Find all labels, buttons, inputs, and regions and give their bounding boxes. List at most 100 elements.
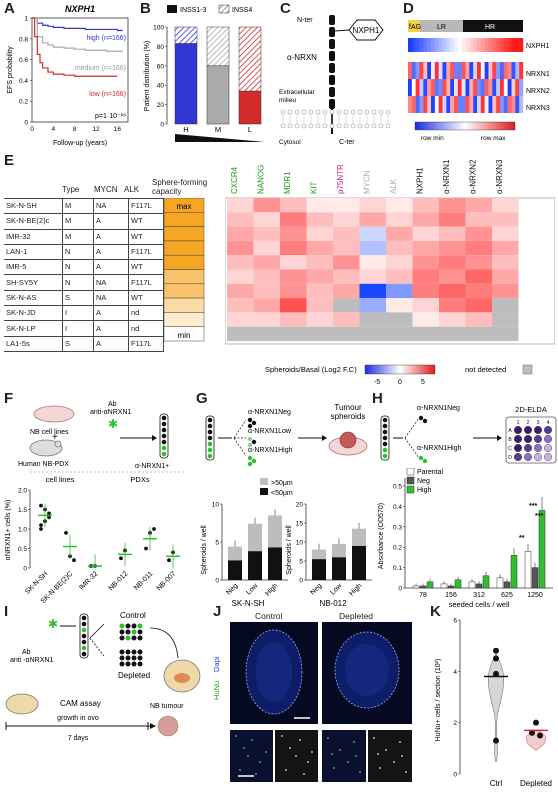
cell-line-attr: F117L bbox=[128, 243, 164, 261]
patient-distribution-chart: INSS1-3 INSS4 0 20 40 60 80 100 H M L Patient d… bbox=[144, 4, 265, 142]
cell-line-attr: F117L bbox=[128, 197, 164, 215]
marker-column-label: α-NRXN1 bbox=[442, 159, 451, 194]
heatmap-cell bbox=[465, 198, 492, 213]
bar-inss4 bbox=[206, 26, 230, 67]
heatmap-cell bbox=[484, 96, 489, 113]
absorbance-bar bbox=[440, 583, 448, 589]
cell-line-attr: A bbox=[93, 259, 129, 276]
cell-line-row: SK-N-BE(2)c M A WT bbox=[4, 213, 164, 230]
x-tick-label: 16 bbox=[114, 126, 122, 133]
heatmap-cell bbox=[465, 312, 492, 327]
marker-column-label: ALK bbox=[389, 178, 398, 194]
group-label-fag: fAG bbox=[409, 24, 421, 31]
heatmap-cell bbox=[306, 298, 333, 313]
heatmap-cell bbox=[473, 96, 478, 113]
heatmap-cell bbox=[515, 38, 520, 52]
heatmap-cell bbox=[280, 212, 307, 227]
data-point bbox=[493, 655, 499, 662]
x-tick-label: SK-N-SH bbox=[24, 570, 49, 595]
cell-line-attr: NA bbox=[93, 289, 129, 307]
x-tick-label: IMR-32 bbox=[78, 570, 99, 591]
heatmap-cell bbox=[280, 226, 307, 241]
heatmap-cell bbox=[503, 96, 508, 113]
heatmap-cell bbox=[386, 312, 413, 327]
heatmap-cell bbox=[427, 96, 432, 113]
bar-small-spheroids bbox=[352, 545, 366, 580]
nb-tumour-label: NB tumour bbox=[150, 703, 184, 710]
absorbance-bar bbox=[538, 510, 546, 589]
cell-line-attr: M bbox=[62, 197, 94, 215]
heatmap-cell bbox=[434, 79, 439, 96]
y-tick-label: 6 bbox=[453, 618, 457, 625]
plate-well bbox=[523, 435, 532, 444]
heatmap-cell bbox=[306, 269, 333, 284]
cell-line-attr: F117L bbox=[128, 335, 164, 352]
heatmap-cell bbox=[446, 62, 451, 79]
heatmap-cell bbox=[450, 38, 455, 52]
x-tick-label: Ctrl bbox=[490, 779, 503, 788]
heatmap-cell bbox=[492, 312, 519, 327]
heatmap-cell bbox=[469, 79, 474, 96]
heatmap-cell bbox=[359, 240, 386, 256]
row-label-nrxn2: NRXN2 bbox=[526, 88, 550, 95]
heatmap-cell bbox=[503, 62, 508, 79]
plate-col-label: 3 bbox=[537, 420, 540, 426]
heatmap-cell bbox=[465, 38, 470, 52]
cell-line-attr: N bbox=[62, 259, 94, 276]
low-population-label: α-NRXN1Low bbox=[248, 428, 292, 435]
plate-well bbox=[543, 444, 552, 453]
heatmap-cell bbox=[492, 96, 497, 113]
cell-line-name: SK-N-SH bbox=[4, 197, 63, 215]
bar-small-spheroids bbox=[248, 551, 262, 580]
plate-well bbox=[533, 435, 542, 444]
heatmap-cell bbox=[386, 212, 413, 227]
heatmap-cell bbox=[519, 79, 524, 96]
heatmap-cell bbox=[442, 96, 447, 113]
bar-large-spheroids bbox=[352, 528, 366, 546]
heatmap-cell bbox=[306, 226, 333, 241]
cell-line-attr: A bbox=[93, 243, 129, 261]
cell-line-attr: F117L bbox=[128, 274, 164, 291]
heatmap-cell bbox=[457, 96, 462, 113]
cell-line-attr: NA bbox=[93, 197, 129, 215]
high-population-label: α-NRXN1High bbox=[248, 447, 293, 454]
heatmap-cell bbox=[454, 38, 459, 52]
cell-line-attr: WT bbox=[128, 259, 164, 276]
plate-row-label: A bbox=[508, 428, 512, 434]
heatmap-cell bbox=[450, 79, 455, 96]
antibody-label: Ab bbox=[22, 649, 31, 656]
plate-row-label: D bbox=[508, 455, 512, 461]
heatmap-cell bbox=[477, 79, 482, 96]
plate-well bbox=[543, 426, 552, 435]
absorbance-bar bbox=[510, 555, 518, 589]
heatmap-cell bbox=[515, 96, 520, 113]
x-tick-label: Neg bbox=[309, 582, 323, 596]
sig-marker: ** bbox=[519, 535, 525, 542]
heatmap-cell bbox=[465, 79, 470, 96]
heatmap-cell bbox=[492, 212, 519, 227]
n-ter-label: N-ter bbox=[297, 17, 313, 24]
sorted-label: α-NRXN1+ bbox=[135, 463, 169, 470]
heatmap-cell bbox=[492, 283, 519, 299]
cell-lines-label: NB cell lines bbox=[30, 429, 69, 436]
y-tick-label: 5 bbox=[299, 559, 303, 566]
heatmap-cell bbox=[411, 79, 416, 96]
data-point bbox=[39, 503, 43, 508]
heatmap-cell bbox=[507, 96, 512, 113]
data-point bbox=[119, 556, 123, 561]
heatmap-cell bbox=[446, 79, 451, 96]
y-tick-label: 1.5 bbox=[18, 507, 27, 514]
heatmap-cell bbox=[359, 255, 386, 270]
legend-large: >50μm bbox=[271, 480, 293, 487]
heatmap-cell bbox=[227, 312, 254, 327]
antibody-icon: ✱ bbox=[108, 417, 118, 431]
survival-chart: NXPH1 0 0.2 0.4 0.6 0.8 1 0 4 8 12 16 Follow-up (… bbox=[7, 4, 129, 147]
data-point bbox=[39, 523, 43, 527]
panel-label-k: K bbox=[430, 603, 441, 620]
nrxn1-percentage-chart: cell lines PDXs 00.51.01.52.0 SK-N-SHSK-… bbox=[5, 471, 185, 605]
pdx-label: Human NB-PDX bbox=[18, 461, 69, 468]
x-tick-label: 312 bbox=[473, 592, 485, 599]
panel-label-d: D bbox=[403, 0, 414, 17]
